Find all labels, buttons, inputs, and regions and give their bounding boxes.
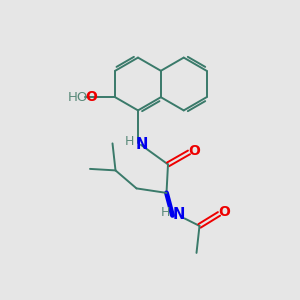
Text: H: H bbox=[160, 206, 170, 219]
Text: O: O bbox=[85, 90, 98, 104]
Text: O: O bbox=[188, 144, 200, 158]
Text: H: H bbox=[125, 135, 134, 148]
Text: O: O bbox=[218, 206, 230, 219]
Text: N: N bbox=[136, 137, 148, 152]
Text: HO: HO bbox=[68, 91, 88, 104]
Text: N: N bbox=[173, 207, 185, 222]
